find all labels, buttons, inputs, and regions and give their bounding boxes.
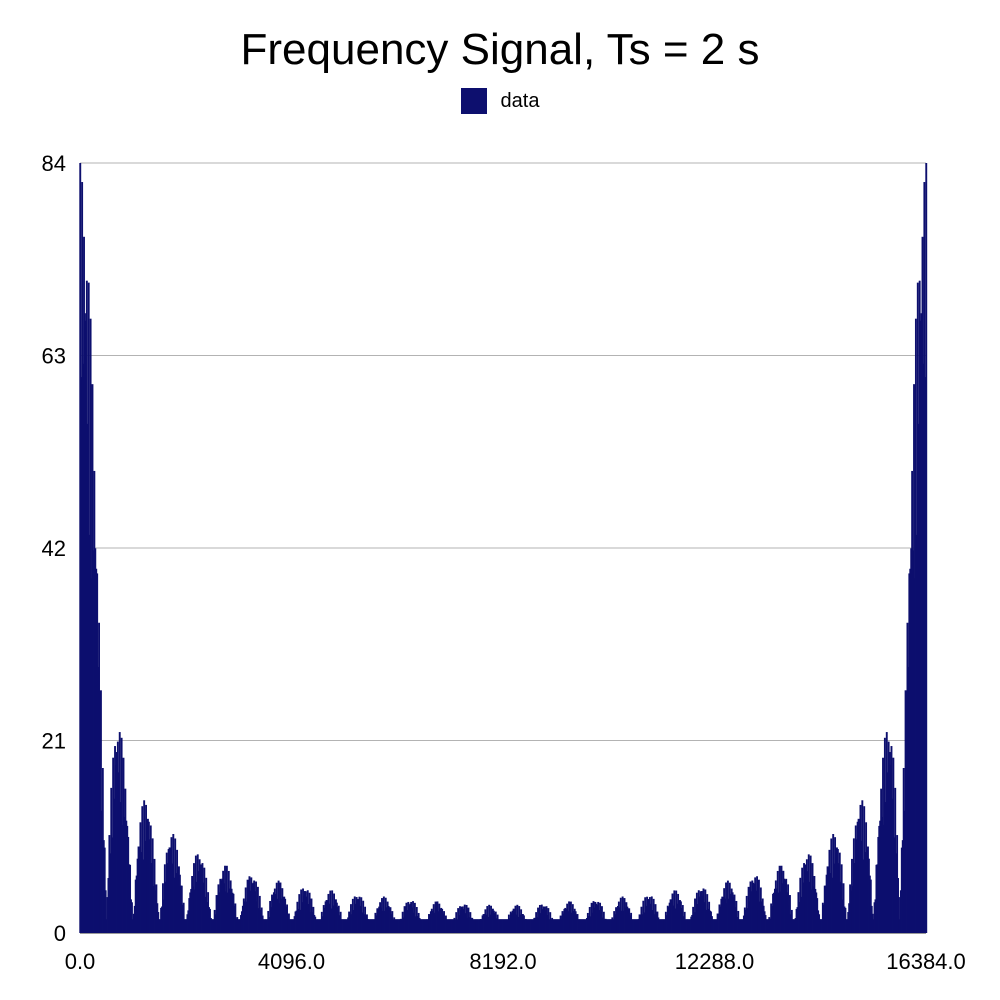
- x-tick-label: 0.0: [65, 949, 96, 974]
- x-tick-label: 12288.0: [675, 949, 755, 974]
- legend: data: [0, 88, 1000, 114]
- y-tick-label: 42: [42, 536, 66, 561]
- bar: [840, 864, 843, 933]
- bar: [925, 163, 928, 933]
- bar: [735, 900, 738, 933]
- y-axis-ticks: 0 21 42 63 84: [42, 151, 66, 946]
- bar: [131, 902, 133, 933]
- x-tick-label: 8192.0: [469, 949, 536, 974]
- legend-label: data: [500, 89, 540, 112]
- bar: [129, 864, 132, 933]
- data-series: [79, 163, 928, 934]
- chart-title: Frequency Signal, Ts = 2 s: [240, 25, 760, 74]
- y-tick-label: 63: [42, 344, 66, 369]
- bar: [789, 895, 791, 933]
- y-tick-label: 0: [54, 921, 66, 946]
- gridlines: [80, 162, 926, 934]
- bar: [104, 890, 107, 933]
- bar: [898, 897, 900, 933]
- x-axis-ticks: 0.0 4096.0 8192.0 12288.0 16384.0: [65, 949, 966, 974]
- bar: [151, 838, 154, 933]
- y-tick-label: 84: [42, 151, 66, 176]
- bar: [234, 903, 237, 933]
- x-tick-label: 4096.0: [258, 949, 325, 974]
- x-tick-label: 16384.0: [886, 949, 966, 974]
- bar: [182, 902, 185, 933]
- legend-swatch: [460, 88, 487, 114]
- y-tick-label: 21: [42, 729, 66, 754]
